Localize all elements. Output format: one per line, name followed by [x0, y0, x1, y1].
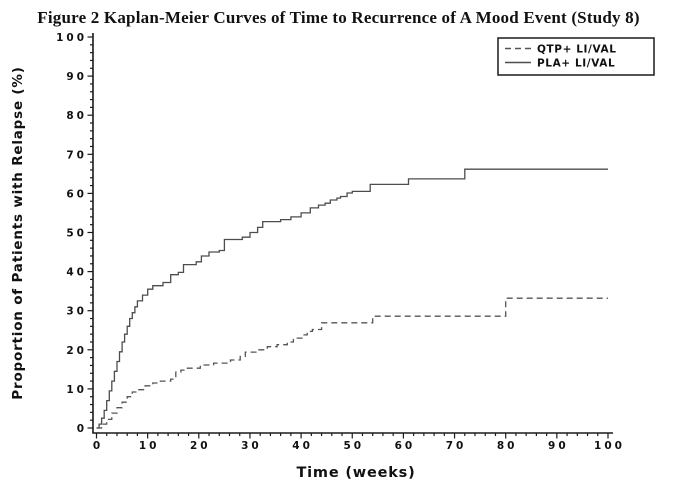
x-tick-label: 70: [446, 440, 467, 452]
y-tick-label: 10: [66, 384, 87, 396]
y-tick-label: 0: [77, 423, 87, 435]
figure-title: Figure 2 Kaplan-Meier Curves of Time to …: [37, 8, 640, 27]
survival-curves: [96, 168, 608, 429]
x-tick-label: 60: [395, 440, 416, 452]
x-tick-label: 0: [93, 440, 103, 452]
y-tick-label: 60: [66, 188, 87, 200]
x-tick-label: 90: [548, 440, 569, 452]
x-tick-label: 40: [292, 440, 313, 452]
x-tick-label: 50: [343, 440, 364, 452]
legend-entry-label: QTP+ LI/VAL: [537, 44, 617, 56]
axis-ticks: [87, 36, 609, 439]
x-tick-label: 10: [139, 440, 160, 452]
y-tick-label: 50: [66, 228, 87, 240]
y-tick-label: 20: [66, 345, 87, 357]
y-axis-title: Proportion of Patients with Relapse (%): [10, 66, 26, 399]
axis-lines: [92, 33, 613, 434]
y-tick-label: 80: [66, 110, 87, 122]
y-tick-label: 70: [66, 149, 87, 161]
x-tick-label: 30: [241, 440, 262, 452]
axis-tick-labels: 0 10 20 30 40 50 60 70 80 90 100 0 10 20 30 40 50 60 70 80 9…: [56, 32, 625, 452]
y-tick-label: 90: [66, 71, 87, 83]
axes: [92, 33, 613, 434]
x-axis-title: Time (weeks): [296, 465, 415, 481]
y-tick-label: 30: [66, 306, 87, 318]
x-tick-label: 20: [190, 440, 211, 452]
curve-qtp-li-val: [96, 297, 608, 429]
y-tick-label: 100: [56, 32, 87, 44]
y-tick-label: 40: [66, 267, 87, 279]
x-tick-label: 100: [594, 440, 625, 452]
legend-frame: [497, 37, 655, 76]
curve-pla-li-val: [96, 168, 608, 429]
legend-box: QTP+ LI/VAL PLA+ LI/VAL: [497, 37, 655, 76]
x-tick-label: 80: [497, 440, 518, 452]
legend-entry-label: PLA+ LI/VAL: [537, 58, 615, 70]
